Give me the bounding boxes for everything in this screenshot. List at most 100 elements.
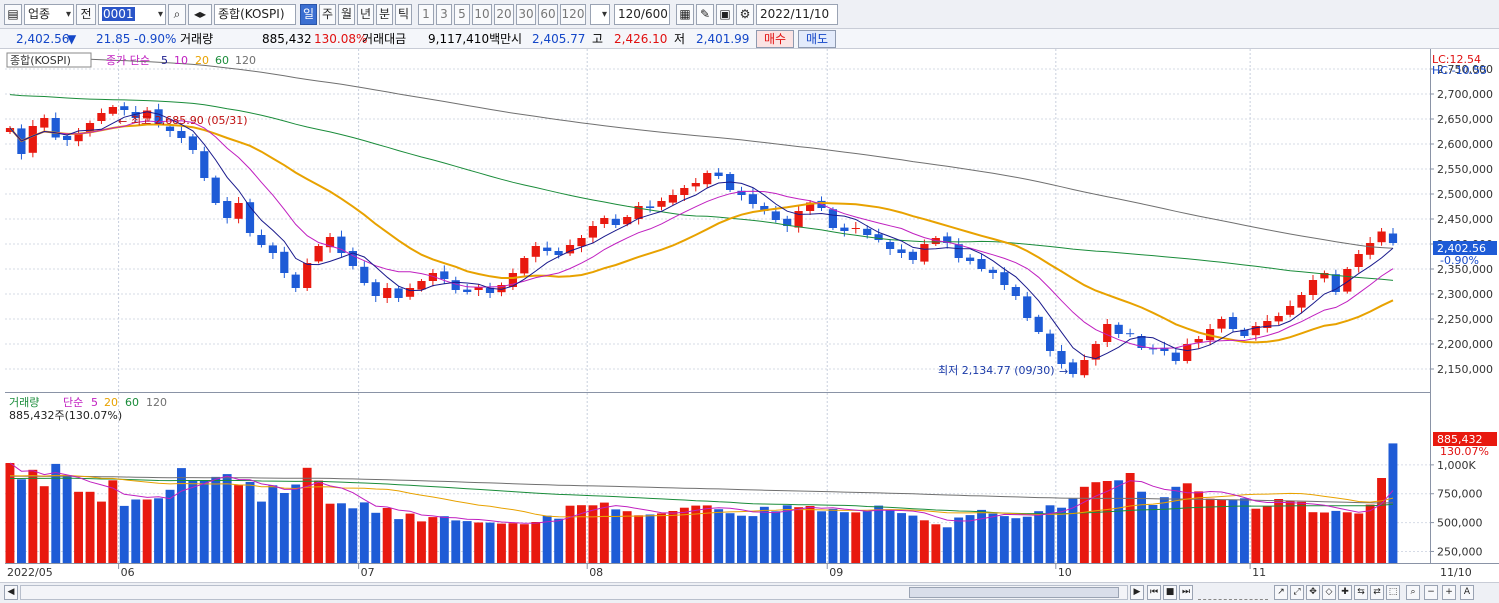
tab-period-tick[interactable]: 틱 (395, 4, 412, 25)
current-price: 2,402.56 (16, 32, 70, 46)
interval-20[interactable]: 20 (494, 4, 514, 25)
ma20-line (9, 123, 1394, 344)
date-field[interactable]: 2022/11/10 (756, 4, 838, 25)
prev-button[interactable]: 전 (76, 4, 96, 25)
candle-body (531, 246, 540, 257)
scroll-track[interactable] (20, 585, 1128, 600)
interval-10[interactable]: 10 (472, 4, 492, 25)
volume-bar (1217, 499, 1226, 563)
scroll-right-icon[interactable]: ▶ (1130, 585, 1144, 600)
market-select[interactable]: 업종 (24, 4, 74, 25)
cross-tool-icon[interactable]: ✚ (1338, 585, 1352, 600)
interval-60[interactable]: 60 (538, 4, 558, 25)
chart-area[interactable]: 2,150,000 2,200,000 2,250,000 2,300,000 2,35… (0, 49, 1499, 582)
scroll-left-icon[interactable]: ◀ (4, 585, 18, 600)
amount-value: 9,117,410백만 (428, 32, 512, 46)
volume-tick-label: 750,000 (1437, 488, 1483, 501)
index-name-field[interactable]: 종합(KOSPI) (214, 4, 296, 25)
candle-body (143, 110, 152, 119)
candle-body (1228, 317, 1238, 329)
scroll-thumb[interactable] (909, 587, 1119, 598)
volume-bar (714, 509, 724, 563)
interval-dropdown[interactable] (590, 4, 610, 25)
draw-tool-icon[interactable]: ✎ (696, 4, 714, 25)
interval-30[interactable]: 30 (516, 4, 536, 25)
count-field[interactable]: 120/600 (614, 4, 670, 25)
volume-bar (74, 491, 83, 563)
interval-120[interactable]: 120 (560, 4, 586, 25)
candle-body (28, 126, 37, 153)
candle-body (303, 263, 312, 288)
select-tool-icon[interactable]: ⤢ (1290, 585, 1304, 600)
tab-period-minute[interactable]: 분 (376, 4, 393, 25)
volume-bar (1068, 498, 1078, 563)
save-icon[interactable]: ▣ (716, 4, 734, 25)
tab-period-day[interactable]: 일 (300, 4, 317, 25)
last-page-icon[interactable]: ⏭ (1179, 585, 1193, 600)
sell-button[interactable]: 매도 (798, 30, 836, 48)
volume-bar (657, 513, 666, 563)
volume-bar (359, 502, 369, 563)
volume-bar (382, 508, 392, 563)
zoom-out-magnifier-icon[interactable]: ⌕ (1406, 585, 1420, 600)
volume-bar (897, 513, 906, 563)
search-icon[interactable]: ⌕ (168, 4, 186, 25)
candle-body (783, 218, 792, 226)
volume-bar (748, 516, 758, 563)
tab-period-month[interactable]: 월 (338, 4, 355, 25)
font-size-icon[interactable]: A (1460, 585, 1474, 600)
move-tool-icon[interactable]: ✥ (1306, 585, 1320, 600)
interval-3[interactable]: 3 (436, 4, 452, 25)
volume-bar (371, 512, 381, 563)
grid-icon[interactable]: ▦ (676, 4, 694, 25)
volume-bar (1182, 483, 1192, 563)
zoom-in-icon[interactable]: + (1442, 585, 1456, 600)
volume-bar (51, 463, 61, 563)
gear-icon[interactable]: ⚙ (736, 4, 754, 25)
month-tick-label: 10 (1058, 566, 1072, 579)
volume-bar (39, 486, 49, 563)
volume-bar (794, 507, 804, 563)
candle-body (988, 269, 997, 273)
tab-period-week[interactable]: 주 (319, 4, 336, 25)
vol-legend-ma120: 120 (146, 396, 167, 409)
vol-legend-ma60: 60 (125, 396, 139, 409)
buy-button[interactable]: 매수 (756, 30, 794, 48)
tab-period-year[interactable]: 년 (357, 4, 374, 25)
split-tool-icon[interactable]: ⇆ (1354, 585, 1368, 600)
chart-menu-icon[interactable]: ▤ (4, 4, 22, 25)
ma10-line (9, 120, 1394, 349)
first-page-icon[interactable]: ⏮ (1147, 585, 1161, 600)
month-tick-label: 08 (589, 566, 603, 579)
volume-bar (1274, 499, 1284, 563)
zoom-slider[interactable] (1198, 586, 1268, 600)
stop-icon[interactable]: ■ (1163, 585, 1177, 600)
volume-label: 거래량 (180, 32, 214, 46)
volume-bar (1171, 486, 1181, 563)
line-tool-icon[interactable]: ↗ (1274, 585, 1288, 600)
candle-body (1388, 233, 1398, 243)
shape-tool-icon[interactable]: ◇ (1322, 585, 1336, 600)
speaker-icon[interactable]: ◂▸ (188, 4, 212, 25)
volume-bar (1342, 512, 1352, 563)
volume-bar (931, 524, 941, 563)
ma120-line (9, 54, 1394, 249)
candle-body (1103, 324, 1112, 342)
candle-body (165, 126, 175, 131)
volume-bar (828, 508, 838, 563)
merge-tool-icon[interactable]: ⇄ (1370, 585, 1384, 600)
candle-body (405, 288, 415, 297)
zoom-out-icon[interactable]: − (1424, 585, 1438, 600)
candle-body (451, 280, 460, 290)
candle-body (920, 244, 929, 262)
volume-bar (417, 521, 426, 563)
candle-body (1286, 306, 1295, 315)
candle-body (463, 289, 472, 292)
interval-5[interactable]: 5 (454, 4, 470, 25)
interval-1[interactable]: 1 (418, 4, 434, 25)
low-value: 2,401.99 (696, 32, 750, 46)
code-input[interactable]: 0001 (98, 4, 166, 25)
candle-body (1354, 254, 1363, 267)
fit-tool-icon[interactable]: ⬚ (1386, 585, 1400, 600)
volume-bar (497, 523, 506, 563)
